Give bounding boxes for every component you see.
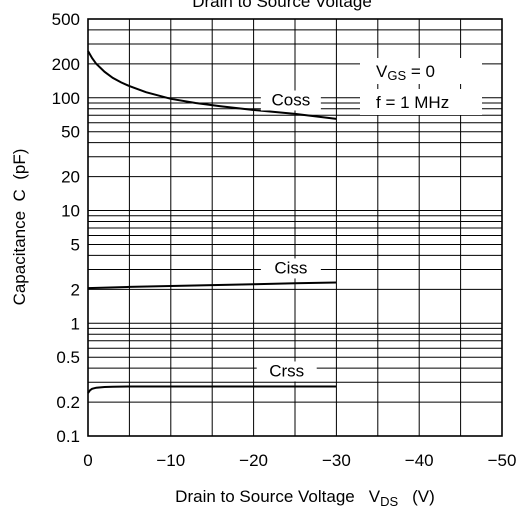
conditions-vgs: VGS = 0 xyxy=(376,62,435,83)
plot-frame xyxy=(87,18,503,437)
series-line-coss xyxy=(87,50,337,120)
y-tick-label: 2 xyxy=(71,280,80,299)
y-tick-labels: 0.1 0.2 0.5 1 2 5 10 20 50 100 200 500 xyxy=(52,10,80,446)
x-axis-label: Drain to Source Voltage VDS (V) xyxy=(175,487,435,509)
x-tick-label: −10 xyxy=(156,451,185,470)
y-tick-label: 100 xyxy=(52,89,80,108)
y-tick-label: 500 xyxy=(52,10,80,29)
y-tick-label: 0.1 xyxy=(56,427,80,446)
series-line-ciss xyxy=(87,281,337,290)
y-tick-label: 20 xyxy=(61,168,80,187)
y-tick-label: 200 xyxy=(52,55,80,74)
x-tick-label: −30 xyxy=(322,451,351,470)
series-label-coss: Coss xyxy=(271,90,310,109)
series-label-background xyxy=(260,258,321,279)
series-label-background xyxy=(260,90,321,111)
series-layer: Coss Ciss Crss xyxy=(87,50,337,394)
x-tick-label: −50 xyxy=(488,451,517,470)
chart-title: Drain to Source Voltage xyxy=(192,0,372,11)
y-tick-label: 5 xyxy=(71,235,80,254)
y-tick-label: 0.2 xyxy=(56,393,80,412)
series-line-crss xyxy=(87,385,337,394)
x-tick-label: 0 xyxy=(83,451,92,470)
conditions-freq-background xyxy=(360,89,482,115)
y-tick-label: 1 xyxy=(71,314,80,333)
x-tick-labels: 0 −10 −20 −30 −40 −50 xyxy=(83,451,516,470)
y-tick-label: 10 xyxy=(61,202,80,221)
series-label-background xyxy=(256,361,317,382)
y-axis-label: Capacitance C (pF) xyxy=(10,149,29,306)
grid-lines xyxy=(88,19,502,436)
conditions-freq: f = 1 MHz xyxy=(376,93,449,112)
y-tick-label: 0.5 xyxy=(56,348,80,367)
x-tick-label: −20 xyxy=(239,451,268,470)
y-tick-label: 50 xyxy=(61,123,80,142)
conditions-annotation: VGS = 0 f = 1 MHz xyxy=(360,58,482,115)
series-label-ciss: Ciss xyxy=(274,258,307,277)
series-label-crss: Crss xyxy=(269,361,304,380)
conditions-vgs-background xyxy=(360,58,482,84)
x-tick-label: −40 xyxy=(405,451,434,470)
